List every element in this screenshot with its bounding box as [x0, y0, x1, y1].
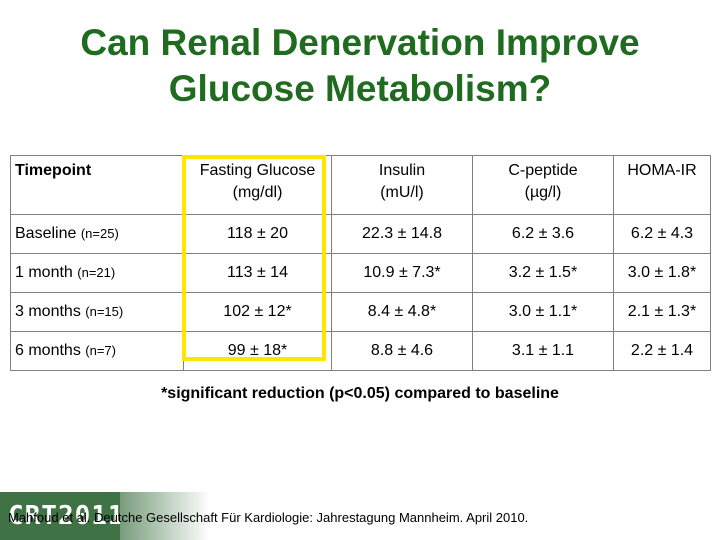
table-row: 3 months (n=15) 102 ± 12* 8.4 ± 4.8* 3.0… [10, 292, 711, 332]
cell-homa-ir: 6.2 ± 4.3 [613, 214, 711, 254]
row-timepoint: Baseline (n=25) [10, 214, 184, 254]
cell-c-peptide: 3.1 ± 1.1 [472, 331, 614, 371]
row-timepoint: 3 months (n=15) [10, 292, 184, 332]
header-fasting-glucose: Fasting Glucose (mg/dl) [183, 155, 332, 215]
cell-insulin: 22.3 ± 14.8 [331, 214, 473, 254]
header-c-peptide: C-peptide (µg/l) [472, 155, 614, 215]
crt2011-logo: CRT2011 [0, 492, 124, 540]
footer-bar: CRT2011 Mahfoud et al. Deutche Gesellsch… [0, 492, 720, 540]
citation: Mahfoud et al. Deutche Gesellschaft Für … [8, 510, 529, 525]
cell-glucose: 118 ± 20 [183, 214, 332, 254]
header-insulin: Insulin (mU/l) [331, 155, 473, 215]
cell-c-peptide: 3.0 ± 1.1* [472, 292, 614, 332]
cell-homa-ir: 3.0 ± 1.8* [613, 253, 711, 293]
table-row: 6 months (n=7) 99 ± 18* 8.8 ± 4.6 3.1 ± … [10, 331, 711, 371]
cell-glucose: 102 ± 12* [183, 292, 332, 332]
results-table: Timepoint Fasting Glucose (mg/dl) Insuli… [10, 155, 711, 371]
cell-glucose: 113 ± 14 [183, 253, 332, 293]
cell-insulin: 8.8 ± 4.6 [331, 331, 473, 371]
cell-c-peptide: 6.2 ± 3.6 [472, 214, 614, 254]
row-timepoint: 1 month (n=21) [10, 253, 184, 293]
row-timepoint: 6 months (n=7) [10, 331, 184, 371]
table-row: 1 month (n=21) 113 ± 14 10.9 ± 7.3* 3.2 … [10, 253, 711, 293]
cell-insulin: 10.9 ± 7.3* [331, 253, 473, 293]
table-row: Baseline (n=25) 118 ± 20 22.3 ± 14.8 6.2… [10, 214, 711, 254]
results-table-container: Timepoint Fasting Glucose (mg/dl) Insuli… [10, 155, 711, 371]
logo-fade [120, 492, 210, 540]
title-line-1: Can Renal Denervation Improve [80, 22, 640, 63]
table-header-row: Timepoint Fasting Glucose (mg/dl) Insuli… [10, 155, 711, 215]
header-timepoint: Timepoint [10, 155, 184, 215]
slide-title: Can Renal Denervation Improve Glucose Me… [0, 20, 720, 112]
cell-c-peptide: 3.2 ± 1.5* [472, 253, 614, 293]
header-homa-ir: HOMA-IR [613, 155, 711, 215]
significance-footnote: *significant reduction (p<0.05) compared… [161, 385, 559, 402]
cell-homa-ir: 2.2 ± 1.4 [613, 331, 711, 371]
cell-insulin: 8.4 ± 4.8* [331, 292, 473, 332]
cell-homa-ir: 2.1 ± 1.3* [613, 292, 711, 332]
cell-glucose: 99 ± 18* [183, 331, 332, 371]
title-line-2: Glucose Metabolism? [168, 68, 552, 109]
